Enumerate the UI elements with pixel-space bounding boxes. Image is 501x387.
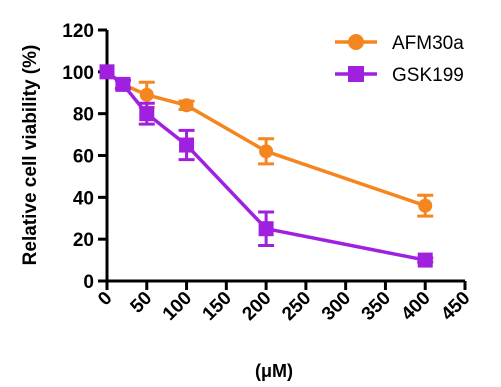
data-point [179, 137, 195, 153]
y-tick-label: 80 [73, 105, 94, 126]
x-tick-label: 450 [437, 288, 474, 325]
y-tick-label: 0 [83, 272, 94, 293]
data-point [139, 87, 154, 102]
legend: AFM30a GSK199 [335, 33, 464, 86]
y-tick-label: 100 [62, 63, 94, 84]
data-point [179, 98, 194, 113]
x-tick-label: 100 [159, 288, 196, 325]
legend-label: AFM30a [392, 33, 464, 54]
series-afm30a [100, 64, 434, 218]
legend-item-gsk199: GSK199 [335, 65, 464, 86]
x-tick-label: 150 [199, 288, 236, 325]
x-tick-label: 350 [358, 288, 395, 325]
legend-marker [348, 66, 364, 82]
data-point [99, 64, 115, 80]
data-point [259, 144, 274, 159]
legend-marker [348, 34, 364, 50]
x-tick-label: 250 [278, 288, 315, 325]
data-point [417, 252, 433, 268]
y-tick-label: 60 [73, 147, 94, 168]
series-gsk199 [99, 64, 434, 268]
x-axis-label: (μM) [255, 361, 293, 381]
data-point [418, 198, 433, 213]
y-tick-label: 20 [73, 230, 94, 251]
series-layer [99, 64, 434, 268]
data-point [139, 106, 155, 122]
x-tick-label: 300 [318, 288, 355, 325]
x-tick-label: 50 [127, 288, 157, 318]
legend-item-afm30a: AFM30a [335, 33, 464, 54]
legend-label: GSK199 [392, 65, 464, 86]
data-point [115, 76, 131, 92]
y-tick-label: 40 [73, 188, 94, 209]
x-tick-label: 0 [94, 288, 116, 310]
data-point [258, 221, 274, 237]
x-tick-label: 200 [238, 288, 275, 325]
y-tick-label: 120 [62, 21, 94, 42]
y-axis-label: Relative cell viability (%) [20, 45, 41, 266]
x-tick-label: 400 [397, 288, 434, 325]
